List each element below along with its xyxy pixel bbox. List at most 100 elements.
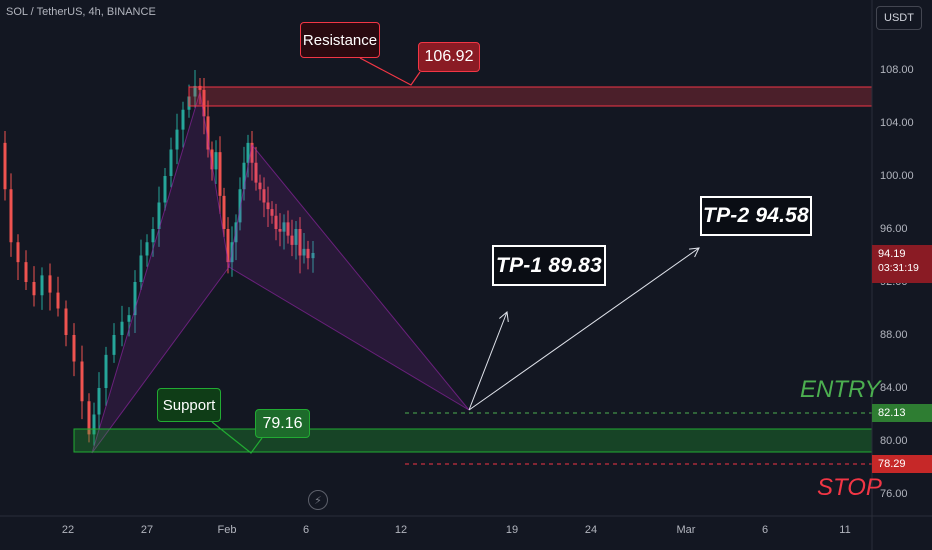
candle-body xyxy=(16,242,20,263)
currency-button[interactable]: USDT xyxy=(876,6,922,30)
candle-body xyxy=(278,229,282,232)
candle-body xyxy=(175,129,179,150)
candle-body xyxy=(202,89,206,117)
candle-body xyxy=(270,209,274,216)
lightning-icon[interactable]: ⚡ xyxy=(308,490,328,510)
stop-price-tag: 78.29 xyxy=(872,455,932,473)
tp2-arrow-head xyxy=(689,247,700,258)
y-axis-label: 80.00 xyxy=(880,435,908,447)
x-axis-label: Mar xyxy=(676,524,696,536)
candle-body xyxy=(56,292,60,309)
x-axis-label: 22 xyxy=(61,524,75,536)
tp1-arrow xyxy=(468,311,508,411)
y-axis-label: 84.00 xyxy=(880,382,908,394)
pattern-triangle-left xyxy=(91,91,230,454)
current-price-tag: 94.19 03:31:19 xyxy=(872,245,932,283)
countdown-timer: 03:31:19 xyxy=(878,262,919,274)
candle-body xyxy=(139,255,143,282)
candle-body xyxy=(151,229,155,243)
x-axis-label: Feb xyxy=(217,524,237,536)
candle-body xyxy=(181,109,185,130)
resistance-value-callout[interactable]: 106.92 xyxy=(418,42,480,72)
x-axis-label: 6 xyxy=(761,524,769,536)
candle-body xyxy=(104,354,108,388)
candle-body xyxy=(262,189,266,203)
candle-body xyxy=(40,275,44,296)
candle-body xyxy=(282,222,286,232)
resistance-pointer xyxy=(359,57,421,86)
candle-body xyxy=(218,152,222,196)
candle-body xyxy=(198,85,202,90)
candle-body xyxy=(112,335,116,355)
y-axis-label: 108.00 xyxy=(880,64,914,76)
candle-body xyxy=(254,162,258,183)
candle-body xyxy=(242,162,246,190)
candle-body xyxy=(48,275,52,293)
support-zone xyxy=(73,428,873,453)
candle-body xyxy=(246,142,250,163)
tp1-arrow-head xyxy=(499,311,509,322)
candle-body xyxy=(24,262,28,282)
candle-body xyxy=(298,229,302,256)
candle-body xyxy=(286,222,290,236)
x-axis-label: 24 xyxy=(584,524,598,536)
y-axis-label: 76.00 xyxy=(880,488,908,500)
x-axis-label: 6 xyxy=(302,524,310,536)
entry-label: ENTRY xyxy=(800,376,881,403)
candle-body xyxy=(274,215,278,229)
support-callout[interactable]: Support xyxy=(157,388,221,422)
candle-body xyxy=(72,335,76,362)
candle-body xyxy=(3,142,7,190)
tp1-label[interactable]: TP-1 89.83 xyxy=(492,245,606,286)
candle-body xyxy=(127,315,131,322)
candle-body xyxy=(214,152,218,170)
candle-body xyxy=(32,282,36,296)
tp2-label[interactable]: TP-2 94.58 xyxy=(700,196,812,236)
candle-body xyxy=(238,189,242,223)
candle-body xyxy=(226,229,230,263)
entry-price-tag: 82.13 xyxy=(872,404,932,422)
candle-body xyxy=(193,85,197,97)
candle-body xyxy=(311,252,315,259)
candle-body xyxy=(163,176,167,203)
candle-body xyxy=(97,388,101,415)
x-axis-label: 11 xyxy=(839,524,851,536)
candle-body xyxy=(210,149,214,170)
y-axis-label: 96.00 xyxy=(880,223,908,235)
stop-label: STOP xyxy=(817,474,882,501)
y-axis-label: 88.00 xyxy=(880,329,908,341)
candle-body xyxy=(9,189,13,243)
x-axis-label: 27 xyxy=(140,524,154,536)
candle-body xyxy=(258,182,262,190)
y-axis-label: 104.00 xyxy=(880,117,914,129)
candle-body xyxy=(302,248,306,256)
current-price-value: 94.19 xyxy=(878,248,906,260)
candle-body xyxy=(222,195,226,229)
candle-body xyxy=(206,116,210,150)
candle-body xyxy=(290,235,294,245)
candle-body xyxy=(306,248,310,259)
candle-body xyxy=(266,202,270,210)
candle-body xyxy=(87,401,91,435)
symbol-info: SOL / TetherUS, 4h, BINANCE xyxy=(6,6,156,18)
support-pointer xyxy=(211,421,263,454)
candle-body xyxy=(169,149,173,176)
x-axis-label: 19 xyxy=(505,524,519,536)
candle-body xyxy=(92,414,96,435)
x-axis-label: 12 xyxy=(394,524,408,536)
tp2-arrow xyxy=(468,247,700,411)
y-axis-label: 100.00 xyxy=(880,170,914,182)
candle-body xyxy=(64,308,68,335)
candle-body xyxy=(250,142,254,163)
pattern-triangle-right xyxy=(228,143,470,411)
candle-body xyxy=(120,321,124,335)
candle-body xyxy=(80,361,84,402)
support-value-callout[interactable]: 79.16 xyxy=(255,409,310,438)
resistance-zone xyxy=(188,86,873,107)
resistance-callout[interactable]: Resistance xyxy=(300,22,380,58)
candle-body xyxy=(157,202,161,229)
candle-body xyxy=(133,282,137,316)
candle-body xyxy=(294,229,298,245)
candle-body xyxy=(145,242,149,256)
